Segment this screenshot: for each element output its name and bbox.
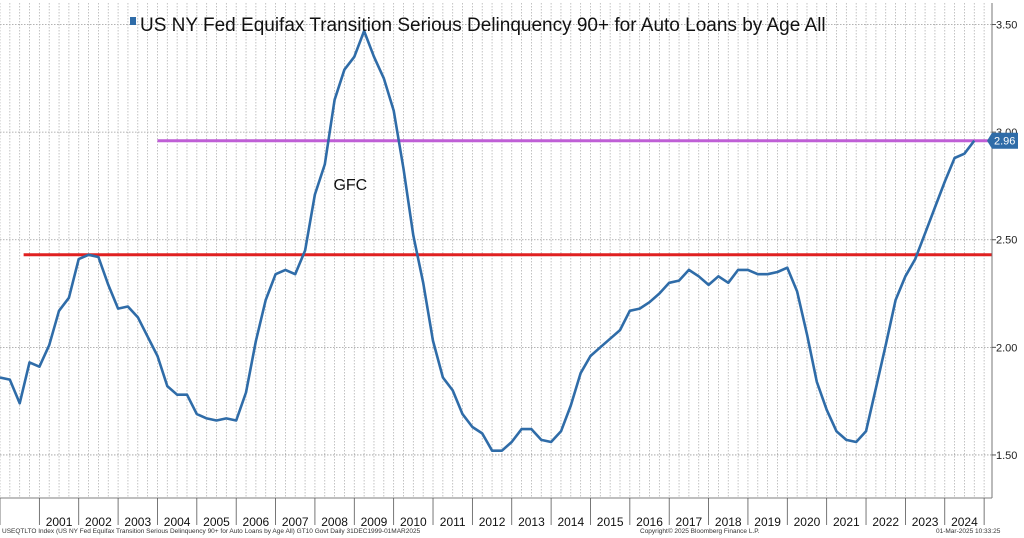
last-value-tag <box>987 132 1018 149</box>
x-axis-band: 2001 2002 2003 2004 2005 2006 2007 2008 2009 2010… <box>0 497 992 529</box>
x-tick-label: 2014 <box>557 515 584 529</box>
legend-title: US NY Fed Equifax Transition Serious Del… <box>140 15 826 36</box>
x-tick-label: 2023 <box>912 515 939 529</box>
x-tick-label: 2010 <box>400 515 427 529</box>
x-tick-label: 2001 <box>46 515 73 529</box>
footer-center: Copyright© 2025 Bloomberg Finance L.P. <box>640 528 760 535</box>
labels: US NY Fed Equifax Transition Serious Del… <box>130 15 826 36</box>
axes: 1.502.002.503.003.502.96 <box>987 3 1018 498</box>
x-tick-label: 2007 <box>282 515 309 529</box>
x-tick-label: 2021 <box>833 515 860 529</box>
x-tick-label: 2003 <box>124 515 151 529</box>
legend-swatch <box>130 17 136 25</box>
reference-lines <box>23 139 992 257</box>
footer-left: USEQTLTO Index (US NY Fed Equifax Transi… <box>2 528 421 535</box>
x-tick-label: 2005 <box>203 515 230 529</box>
x-tick-label: 2024 <box>951 515 978 529</box>
x-tick-label: 2004 <box>164 515 191 529</box>
x-tick-label: 2017 <box>676 515 703 529</box>
x-tick-label: 2016 <box>636 515 663 529</box>
y-tick-label: 2.00 <box>996 342 1017 354</box>
x-tick-label: 2018 <box>715 515 742 529</box>
x-tick-label: 2020 <box>794 515 821 529</box>
series-layer: GFC <box>0 29 976 452</box>
footer-right: 01-Mar-2025 10:33:25 <box>936 528 1001 535</box>
annotation-label: GFC <box>333 177 367 194</box>
y-tick-label: 3.50 <box>996 20 1017 32</box>
series-line <box>0 29 976 452</box>
x-tick-label: 2009 <box>361 515 388 529</box>
x-tick-label: 2006 <box>243 515 270 529</box>
y-tick-label: 1.50 <box>996 450 1017 462</box>
x-tick-label: 2012 <box>479 515 506 529</box>
last-value-label: 2.96 <box>994 136 1015 148</box>
x-tick-label: 2022 <box>872 515 899 529</box>
x-tick-label: 2013 <box>518 515 545 529</box>
grid <box>0 3 992 498</box>
x-tick-label: 2002 <box>85 515 112 529</box>
y-tick-label: 2.50 <box>996 235 1017 247</box>
x-tick-label: 2019 <box>754 515 781 529</box>
x-tick-label: 2015 <box>597 515 624 529</box>
x-tick-label: 2011 <box>440 515 466 529</box>
x-tick-label: 2008 <box>321 515 348 529</box>
